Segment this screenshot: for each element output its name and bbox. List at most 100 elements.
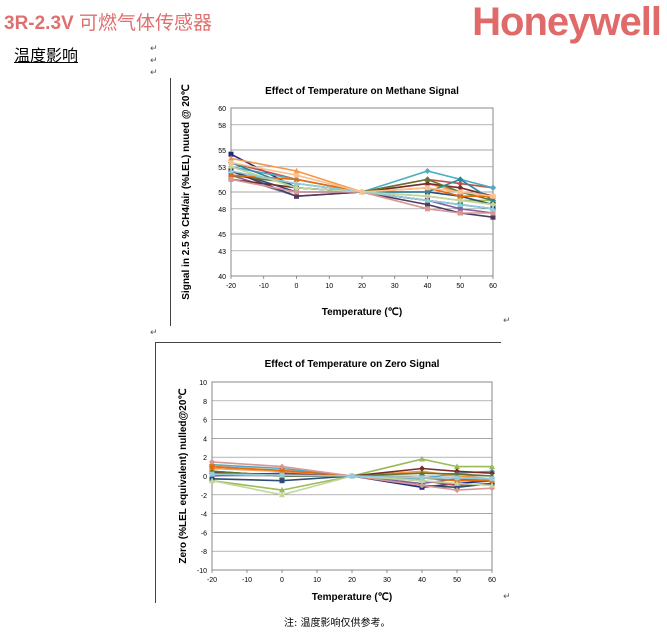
zero-y-tick-label: -10 <box>197 568 207 575</box>
zero-data-point <box>209 471 215 477</box>
zero-x-tick-label: 50 <box>453 577 461 584</box>
paragraph-mark: ↵ <box>503 592 511 602</box>
zero-series-line <box>211 475 493 496</box>
methane-data-point <box>293 176 300 182</box>
methane-data-point <box>424 176 431 182</box>
zero-x-tick-label: 30 <box>383 577 391 584</box>
zero-x-tick-label: 60 <box>488 577 496 584</box>
methane-data-point <box>490 193 496 199</box>
zero-data-point <box>279 467 285 473</box>
methane-data-point <box>293 184 300 191</box>
methane-data-point <box>457 206 463 212</box>
methane-x-tick-label: 60 <box>489 283 497 290</box>
zero-data-point <box>279 472 285 478</box>
zero-series-line <box>211 467 493 477</box>
zero-data-point <box>454 475 460 481</box>
methane-data-point <box>424 197 431 203</box>
methane-series-line <box>230 178 494 197</box>
zero-series-line <box>211 461 493 491</box>
zero-data-point <box>489 476 495 482</box>
zero-data-point <box>279 463 285 470</box>
zero-data-point <box>419 475 425 481</box>
methane-data-point <box>490 184 496 191</box>
methane-data-point <box>359 189 365 195</box>
paragraph-mark: ↵ <box>503 316 511 326</box>
zero-x-axis-label: Temperature (℃) <box>312 592 393 603</box>
methane-x-tick-label: -10 <box>259 283 269 290</box>
zero-data-point <box>489 482 495 488</box>
methane-x-tick-label: -20 <box>226 283 236 290</box>
zero-data-point <box>419 455 425 462</box>
zero-series-line <box>211 473 493 480</box>
zero-data-point <box>419 469 425 476</box>
product-name: 可燃气体传感器 <box>78 13 212 34</box>
methane-data-point <box>457 193 464 199</box>
zero-x-tick-label: 0 <box>280 577 284 584</box>
methane-data-point <box>457 201 464 207</box>
methane-series-line <box>230 166 494 193</box>
methane-data-point <box>228 172 234 178</box>
zero-data-point <box>279 486 285 493</box>
methane-data-point <box>457 210 463 216</box>
zero-y-axis-label: Zero (%LEL equivalent) nulled@20℃ <box>178 388 189 563</box>
methane-x-tick-label: 20 <box>358 283 366 290</box>
paragraph-mark: ↵ <box>150 328 158 338</box>
zero-y-tick-label: 10 <box>199 380 207 387</box>
zero-data-point <box>209 477 215 484</box>
methane-series-line <box>230 161 494 197</box>
paragraph-mark: ↵ <box>150 56 158 66</box>
methane-data-point <box>424 189 431 195</box>
methane-chart-title: Effect of Temperature on Methane Signal <box>265 86 459 97</box>
footnote: 注: 温度影响仅供参考。 <box>284 618 391 629</box>
zero-data-point <box>489 463 495 469</box>
document-title: 3R-2.3V 可燃气体传感器 <box>4 8 212 35</box>
methane-data-point <box>228 155 234 161</box>
zero-data-point <box>419 465 425 472</box>
methane-data-point <box>294 189 299 195</box>
methane-data-point <box>490 210 496 216</box>
zero-x-tick-label: -10 <box>242 577 252 584</box>
zero-y-tick-label: 8 <box>203 399 207 406</box>
paragraph-mark: ↵ <box>150 44 158 54</box>
section-title: 温度影响 <box>14 46 79 65</box>
methane-data-point <box>424 180 431 187</box>
methane-x-tick-label: 0 <box>295 283 299 290</box>
methane-data-point <box>457 180 464 187</box>
methane-chart-frame: Effect of Temperature on Methane Signal 4… <box>170 78 501 326</box>
zero-x-tick-label: 40 <box>418 577 426 584</box>
methane-data-point <box>457 189 463 195</box>
zero-y-tick-label: -2 <box>201 493 207 500</box>
methane-data-point <box>425 206 430 212</box>
zero-data-point <box>209 464 215 470</box>
methane-y-tick-label: 50 <box>218 190 226 197</box>
methane-series-line <box>230 166 494 206</box>
paragraph-mark: ↵ <box>150 68 158 78</box>
zero-data-point <box>279 478 285 484</box>
zero-y-tick-label: 0 <box>203 474 207 481</box>
methane-data-point <box>457 197 464 204</box>
zero-signal-chart: Effect of Temperature on Zero Signal -10 -… <box>178 359 496 603</box>
zero-data-point <box>209 458 215 465</box>
methane-data-point <box>294 172 299 178</box>
methane-x-tick-label: 30 <box>391 283 399 290</box>
methane-x-axis-label: Temperature (℃) <box>322 307 403 318</box>
zero-y-tick-label: 4 <box>203 436 207 443</box>
methane-data-point <box>228 163 234 170</box>
methane-data-point <box>228 176 234 182</box>
methane-data-point <box>490 205 496 212</box>
zero-y-tick-label: -6 <box>201 530 207 537</box>
zero-series-line <box>211 467 493 480</box>
zero-data-point <box>454 463 460 469</box>
methane-signal-chart: Effect of Temperature on Methane Signal 4… <box>181 84 497 318</box>
methane-data-point <box>490 201 496 208</box>
methane-x-tick-label: 40 <box>424 283 432 290</box>
brand-logo: Honeywell <box>472 0 662 44</box>
methane-y-tick-label: 45 <box>218 232 226 239</box>
methane-data-point <box>457 176 464 183</box>
zero-x-tick-label: 20 <box>348 577 356 584</box>
zero-y-tick-label: -8 <box>201 549 207 556</box>
zero-chart-title: Effect of Temperature on Zero Signal <box>265 359 440 370</box>
zero-y-tick-label: -4 <box>201 512 207 519</box>
methane-data-point <box>425 185 430 191</box>
methane-data-point <box>228 167 234 174</box>
